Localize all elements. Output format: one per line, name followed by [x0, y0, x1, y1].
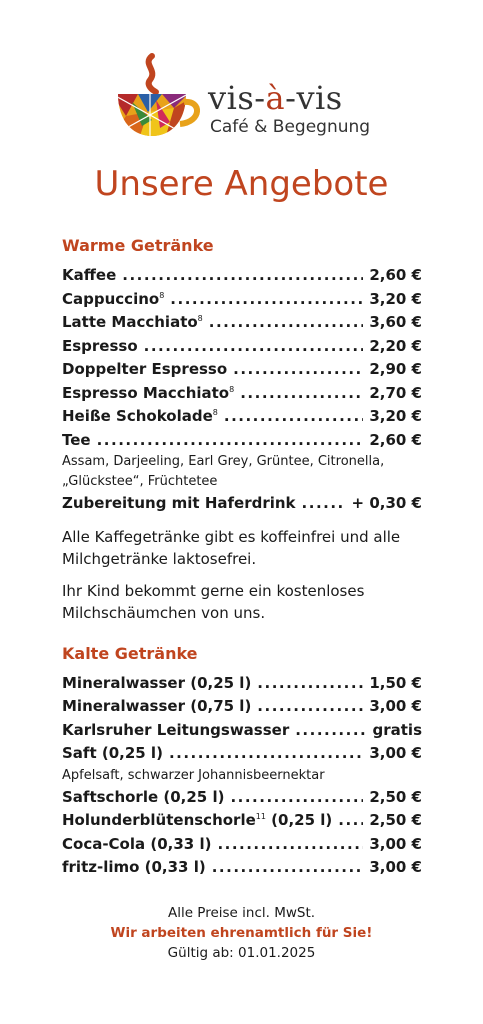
leader-dots [230, 786, 363, 810]
item-name: Holunderblütenschorle11 (0,25 l) [62, 811, 333, 829]
leader-dots [233, 358, 363, 382]
menu-item-row: Espresso 2,20 € [62, 335, 422, 359]
item-price: + 0,30 € [351, 494, 422, 512]
kids-note: Ihr Kind bekommt gerne ein kostenloses M… [62, 581, 365, 622]
item-name: Doppelter Espresso [62, 360, 228, 378]
leader-dots [338, 809, 363, 833]
item-name: Heiße Schokolade8 [62, 407, 218, 425]
item-price: gratis [372, 720, 423, 739]
page-title: Unsere Angebote [94, 164, 389, 204]
item-name: Mineralwasser (0,25 l) [62, 673, 252, 692]
menu-item-row: Saft (0,25 l) 3,00 € [62, 742, 422, 766]
leader-dots [212, 856, 364, 880]
item-name: Saft (0,25 l) [62, 744, 163, 762]
cold-drinks-list: Mineralwasser (0,25 l)1,50 €Mineralwasse… [62, 672, 422, 766]
menu-item-row: Holunderblütenschorle11 (0,25 l) 2,50 € [62, 809, 422, 833]
menu-item-row: Doppelter Espresso 2,90 € [62, 358, 422, 382]
leader-dots [240, 382, 363, 406]
item-price: 2,90 € [369, 360, 422, 378]
allergen-footnote: 8 [212, 408, 218, 417]
valid-from: Gültig ab: 01.01.2025 [167, 945, 316, 961]
menu-content: Warme Getränke Kaffee 2,60 € Cappuccino8 3,… [62, 234, 422, 880]
item-price: 3,20 € [369, 289, 422, 308]
warm-drinks-list: Kaffee 2,60 € Cappuccino8 3,20 € Latte Macch… [62, 264, 422, 452]
menu-item-row: Heiße Schokolade8 3,20 € [62, 405, 422, 429]
cold-drinks-heading: Kalte Getränke [62, 643, 198, 663]
menu-item-row: Mineralwasser (0,25 l) 1,50 € [62, 672, 422, 696]
menu-item-row: Karlsruher Leitungswasser gratis [62, 719, 422, 743]
leader-dots [209, 311, 364, 335]
coffee-cup-logo-icon [118, 53, 200, 136]
item-price: 2,20 € [369, 336, 422, 355]
menu-item-row: Mineralwasser (0,75 l) 3,00 € [62, 695, 422, 719]
item-price: 2,60 € [369, 266, 422, 284]
tea-varieties-note: Assam, Darjeeling, Earl Grey, Grüntee, C… [62, 454, 385, 489]
item-name: Cappuccino8 [62, 289, 165, 308]
item-price: 2,60 € [369, 430, 422, 449]
menu-item-row: Espresso Macchiato8 2,70 € [62, 382, 422, 406]
menu-item-row: Cappuccino8 3,20 € [62, 288, 422, 312]
item-name: Tee [62, 430, 91, 449]
item-name: Coca-Cola (0,33 l) [62, 834, 212, 853]
item-price: 3,00 € [369, 744, 422, 762]
item-name: Latte Macchiato8 [62, 313, 203, 331]
allergen-footnote: 11 [255, 812, 266, 821]
leader-dots [302, 492, 346, 516]
item-price: 2,50 € [369, 811, 422, 829]
footer: Alle Preise incl. MwSt. Wir arbeiten ehr… [0, 903, 483, 963]
item-name: Espresso Macchiato8 [62, 383, 235, 402]
leader-dots [97, 429, 364, 453]
item-name: fritz-limo (0,33 l) [62, 858, 206, 876]
logo: vis-à-vis Café & Begegnung [112, 50, 372, 150]
item-name: Zubereitung mit Haferdrink [62, 494, 296, 512]
decaf-note: Alle Kaffegetränke gibt es koffeinfrei u… [62, 527, 401, 568]
menu-item-row: Saftschorle (0,25 l) 2,50 € [62, 786, 422, 810]
oat-drink-row: Zubereitung mit Haferdrink + 0,30 € [62, 492, 422, 516]
item-name: Mineralwasser (0,75 l) [62, 697, 252, 715]
allergen-footnote: 8 [229, 384, 235, 394]
brand-subtitle: Café & Begegnung [210, 117, 371, 137]
leader-dots [169, 742, 363, 766]
leader-dots [224, 405, 363, 429]
item-name: Karlsruher Leitungswasser [62, 720, 290, 739]
item-price: 2,50 € [369, 787, 422, 806]
leader-dots [217, 833, 363, 857]
cold-drinks-list-2: Saftschorle (0,25 l)2,50 €Holunderblüten… [62, 786, 422, 880]
item-price: 3,20 € [369, 407, 422, 425]
allergen-footnote: 8 [197, 314, 203, 323]
juice-varieties-note: Apfelsaft, schwarzer Johannisbeernektar [62, 767, 325, 783]
leader-dots [122, 264, 363, 288]
item-price: 1,50 € [369, 673, 422, 692]
allergen-footnote: 8 [159, 290, 165, 300]
item-price: 3,00 € [369, 697, 422, 715]
menu-item-row: Tee 2,60 € [62, 429, 422, 453]
leader-dots [295, 719, 366, 743]
leader-dots [144, 335, 364, 359]
vat-note: Alle Preise incl. MwSt. [167, 905, 316, 921]
volunteer-note: Wir arbeiten ehrenamtlich für Sie! [110, 925, 373, 941]
item-price: 3,00 € [369, 858, 422, 876]
menu-item-row: Coca-Cola (0,33 l) 3,00 € [62, 833, 422, 857]
warm-drinks-heading: Warme Getränke [62, 236, 214, 255]
item-name: Kaffee [62, 266, 117, 284]
menu-item-row: Latte Macchiato8 3,60 € [62, 311, 422, 335]
brand-name: vis-à-vis [208, 79, 343, 117]
brand: vis-à-vis Café & Begegnung [208, 80, 370, 138]
menu-item-row: Kaffee 2,60 € [62, 264, 422, 288]
leader-dots [257, 695, 363, 719]
leader-dots [257, 672, 363, 696]
menu-item-row: fritz-limo (0,33 l) 3,00 € [62, 856, 422, 880]
item-price: 3,60 € [369, 313, 422, 331]
item-price: 2,70 € [369, 383, 422, 402]
item-name: Saftschorle (0,25 l) [62, 787, 225, 806]
leader-dots [170, 288, 363, 312]
item-price: 3,00 € [369, 834, 422, 853]
item-name: Espresso [62, 336, 138, 355]
